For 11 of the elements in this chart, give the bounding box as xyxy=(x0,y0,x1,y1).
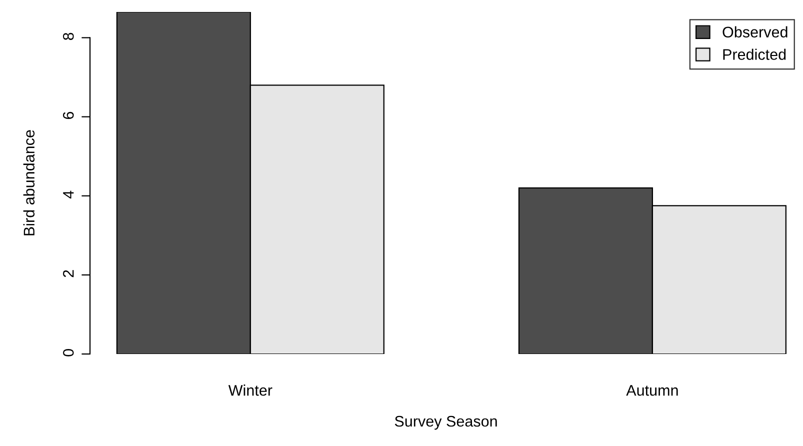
y-tick-label: 8 xyxy=(62,32,74,40)
y-axis-title: Bird abundance xyxy=(23,130,35,236)
x-axis-title: Survey Season xyxy=(394,416,497,430)
y-tick-label: 0 xyxy=(62,349,74,356)
x-tick-label: Autumn xyxy=(626,385,678,396)
x-tick-label: Winter xyxy=(228,384,272,396)
legend-label: Observed xyxy=(722,26,788,38)
y-tick-label: 6 xyxy=(62,112,74,119)
y-tick-label: 2 xyxy=(62,270,74,278)
legend-label: Predicted xyxy=(723,48,786,60)
y-tick-label: 4 xyxy=(63,190,74,198)
